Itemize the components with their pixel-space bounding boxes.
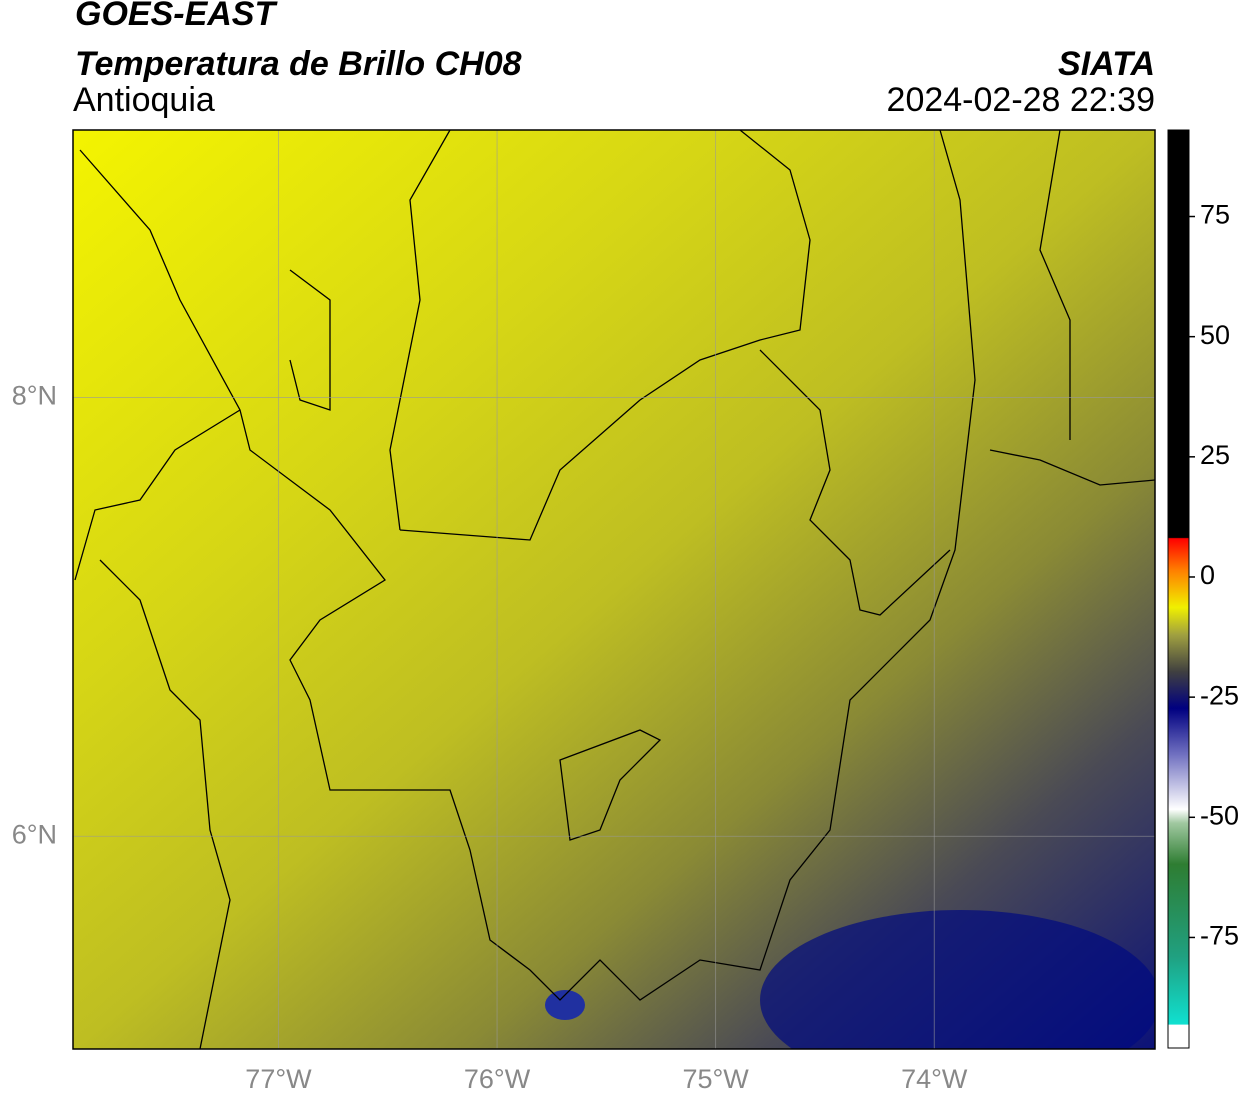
boundary bbox=[79, 130, 976, 1001]
colorbar-tick-label: 0 bbox=[1200, 560, 1215, 590]
map-frame bbox=[72, 129, 1156, 1050]
boundary bbox=[389, 130, 451, 531]
subtitle: Temperatura de Brillo CH08 bbox=[75, 45, 522, 83]
cold-cloud bbox=[760, 910, 1155, 1049]
boundary bbox=[74, 409, 241, 581]
boundary bbox=[759, 349, 951, 616]
y-tick-label: 8°N bbox=[12, 381, 57, 411]
map-field bbox=[73, 130, 1155, 1049]
timestamp: 2024-02-28 22:39 bbox=[887, 81, 1155, 119]
colorbar-tick-label: -50 bbox=[1200, 800, 1239, 830]
title: GOES-EAST bbox=[75, 0, 278, 33]
boundary bbox=[989, 449, 1155, 486]
colorbar-tick-label: 50 bbox=[1200, 320, 1230, 350]
x-tick-label: 75°W bbox=[682, 1064, 749, 1094]
grid bbox=[73, 130, 1155, 1049]
source: SIATA bbox=[1058, 45, 1155, 83]
colorbar-tick-label: -25 bbox=[1200, 680, 1239, 710]
boundary bbox=[399, 130, 811, 541]
brightness-field bbox=[73, 130, 1155, 1049]
y-tick-label: 6°N bbox=[12, 819, 57, 849]
x-tick-label: 74°W bbox=[901, 1064, 968, 1094]
region: Antioquia bbox=[73, 81, 215, 119]
x-tick-label: 77°W bbox=[245, 1064, 312, 1094]
colorbar bbox=[1167, 129, 1190, 1049]
x-tick-label: 76°W bbox=[464, 1064, 531, 1094]
cold-cloud bbox=[545, 990, 585, 1020]
boundary bbox=[99, 559, 231, 1049]
colorbar-tick-label: 25 bbox=[1200, 440, 1230, 470]
boundary bbox=[559, 729, 662, 841]
boundary bbox=[1039, 130, 1071, 440]
colorbar-tick-label: 75 bbox=[1200, 200, 1230, 230]
boundary bbox=[289, 269, 331, 411]
colorbar-tick-label: -75 bbox=[1200, 921, 1239, 951]
